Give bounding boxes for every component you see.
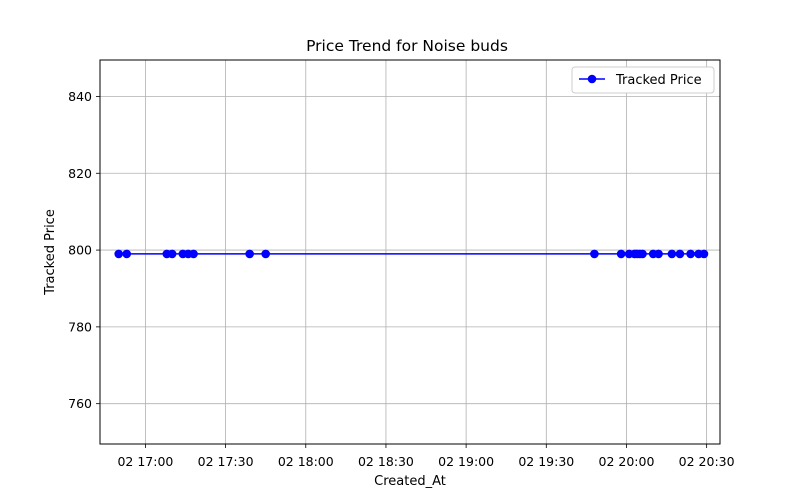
data-point bbox=[675, 249, 685, 259]
data-point bbox=[189, 249, 198, 259]
data-point bbox=[122, 249, 132, 259]
y-axis-label: Tracked Price bbox=[43, 209, 58, 296]
x-tick-label: 02 18:00 bbox=[278, 454, 334, 469]
data-point bbox=[616, 249, 626, 259]
grid-layer bbox=[100, 60, 720, 444]
x-tick-label: 02 18:30 bbox=[358, 454, 414, 469]
x-tick-label: 02 20:00 bbox=[599, 454, 655, 469]
plot-area-frame bbox=[99, 59, 721, 445]
y-tick-label: 780 bbox=[68, 319, 92, 334]
legend-entry-tracked-price: Tracked Price bbox=[615, 73, 702, 88]
x-axis-label: Created_At bbox=[374, 474, 446, 489]
legend-box bbox=[571, 66, 715, 94]
series-layer bbox=[114, 249, 709, 259]
data-point bbox=[638, 249, 647, 259]
data-point bbox=[667, 249, 677, 259]
x-tick-label: 02 17:00 bbox=[117, 454, 173, 469]
y-tick-label: 820 bbox=[68, 166, 92, 181]
chart-title: Price Trend for Noise buds bbox=[306, 37, 508, 55]
data-point bbox=[261, 249, 270, 259]
data-point bbox=[654, 249, 663, 259]
data-point bbox=[114, 249, 124, 259]
y-tick-label: 800 bbox=[68, 243, 92, 258]
data-point bbox=[590, 249, 599, 259]
tick-layer: 02 17:00 02 17:30 02 18:00 02 18:30 02 19:00… bbox=[68, 89, 734, 469]
data-point bbox=[686, 249, 695, 259]
data-point bbox=[167, 249, 177, 259]
x-tick-label: 02 20:30 bbox=[679, 454, 735, 469]
y-tick-label: 760 bbox=[68, 396, 92, 411]
data-point bbox=[245, 249, 254, 259]
y-tick-label: 840 bbox=[68, 89, 92, 104]
legend-marker-swatch bbox=[587, 74, 597, 84]
x-tick-label: 02 17:30 bbox=[198, 454, 254, 469]
x-tick-label: 02 19:00 bbox=[438, 454, 494, 469]
data-point bbox=[699, 249, 709, 259]
legend: Tracked Price bbox=[571, 66, 715, 94]
x-tick-label: 02 19:30 bbox=[518, 454, 574, 469]
